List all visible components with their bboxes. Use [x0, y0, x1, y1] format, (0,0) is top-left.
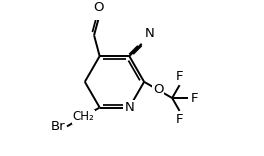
Text: O: O [94, 1, 104, 14]
Text: F: F [176, 70, 183, 83]
Text: F: F [176, 113, 183, 126]
Text: Br: Br [50, 120, 65, 133]
Text: O: O [153, 83, 163, 96]
Text: N: N [124, 101, 134, 114]
Text: CH₂: CH₂ [72, 110, 94, 123]
Text: N: N [145, 27, 155, 40]
Text: F: F [191, 92, 198, 105]
